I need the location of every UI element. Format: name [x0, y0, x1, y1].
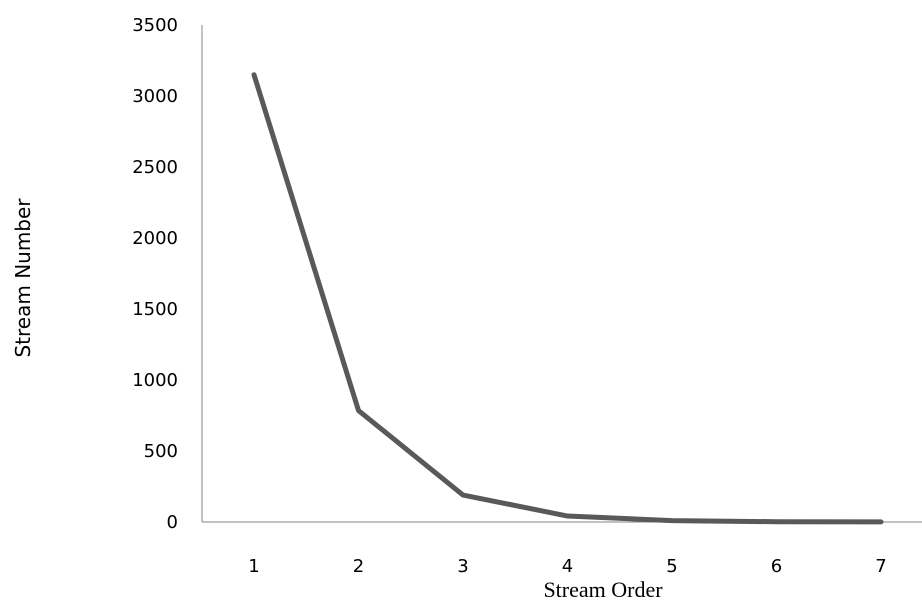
x-tick-label: 4	[562, 556, 573, 577]
y-axis-label: Stream Number	[11, 198, 35, 358]
x-tick-label: 5	[666, 556, 677, 577]
x-tick-label: 2	[353, 556, 364, 577]
x-axis-label: Stream Order	[543, 577, 663, 602]
y-tick-label: 0	[167, 512, 178, 533]
series-group	[251, 72, 884, 525]
y-tick-label: 1000	[132, 370, 178, 391]
y-tick-labels: 0 500 1000 1500 2000 2500 3000 3500	[132, 15, 178, 533]
x-tick-label: 1	[248, 556, 259, 577]
x-tick-labels: 1 2 3 4 5 6 7	[248, 556, 886, 577]
y-tick-label: 500	[144, 441, 178, 462]
x-tick-label: 6	[771, 556, 782, 577]
y-tick-label: 3000	[132, 86, 178, 107]
y-tick-label: 1500	[132, 299, 178, 320]
x-tick-label: 3	[457, 556, 468, 577]
y-tick-label: 2500	[132, 157, 178, 178]
y-tick-label: 2000	[132, 228, 178, 249]
x-tick-label: 7	[875, 556, 886, 577]
y-tick-label: 3500	[132, 15, 178, 36]
axes	[201, 25, 922, 523]
series-line	[251, 72, 884, 525]
